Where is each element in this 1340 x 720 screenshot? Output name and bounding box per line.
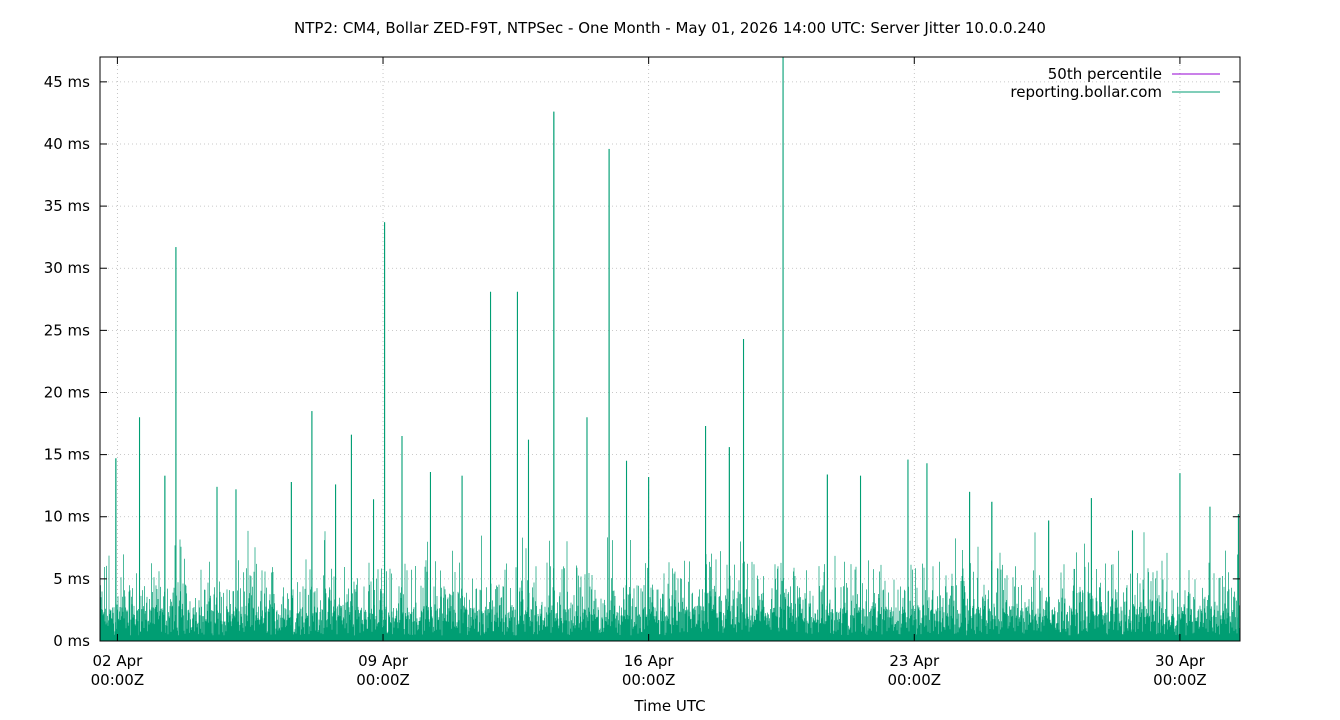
x-tick-label-time: 00:00Z (356, 671, 410, 689)
y-tick-label: 30 ms (44, 259, 90, 277)
x-tick-label-date: 30 Apr (1155, 652, 1206, 670)
series-reporting-bollar-line (99, 57, 1241, 641)
legend-label: 50th percentile (1048, 65, 1162, 83)
x-tick-label-date: 02 Apr (92, 652, 143, 670)
chart-title: NTP2: CM4, Bollar ZED-F9T, NTPSec - One … (294, 19, 1046, 37)
x-tick-label-time: 00:00Z (888, 671, 942, 689)
x-tick-label-date: 16 Apr (624, 652, 675, 670)
jitter-series-area (99, 57, 1241, 641)
y-tick-label: 15 ms (44, 446, 90, 464)
plot-frame (99, 56, 1241, 642)
x-tick-label-date: 09 Apr (358, 652, 409, 670)
x-tick-label-date: 23 Apr (889, 652, 940, 670)
x-tick-label-time: 00:00Z (1153, 671, 1207, 689)
y-tick-label: 25 ms (44, 321, 90, 339)
grid-lines (100, 57, 1240, 641)
legend-label: reporting.bollar.com (1010, 83, 1162, 101)
x-axis-title: Time UTC (634, 697, 706, 715)
y-tick-label: 5 ms (53, 570, 90, 588)
y-tick-label: 40 ms (44, 135, 90, 153)
x-tick-label-time: 00:00Z (622, 671, 676, 689)
axis-ticks: 0 ms 5 ms 10 ms 15 ms 20 ms 25 ms 30 ms 35 ms 40… (44, 57, 1240, 689)
x-tick-label-time: 00:00Z (91, 671, 145, 689)
y-tick-label: 20 ms (44, 383, 90, 401)
y-tick-label: 45 ms (44, 73, 90, 91)
y-tick-label: 35 ms (44, 197, 90, 215)
y-tick-label: 0 ms (53, 632, 90, 650)
y-tick-label: 10 ms (44, 508, 90, 526)
